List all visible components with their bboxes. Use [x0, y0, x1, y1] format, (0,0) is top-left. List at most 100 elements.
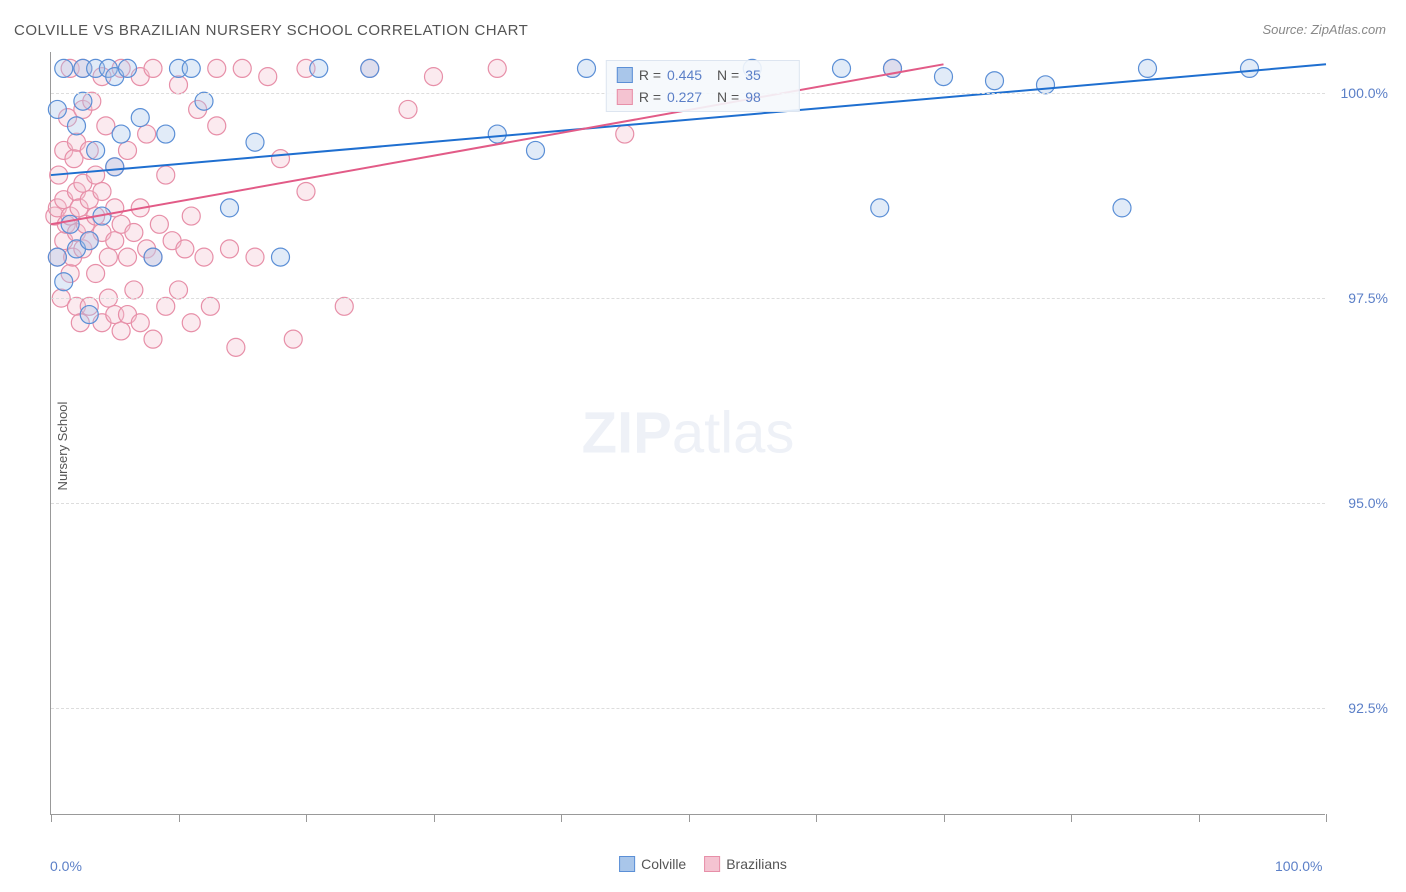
data-point: [871, 199, 889, 217]
x-tick: [1071, 814, 1072, 822]
x-tick: [689, 814, 690, 822]
legend-swatch: [619, 856, 635, 872]
data-point: [48, 248, 66, 266]
chart-source: Source: ZipAtlas.com: [1262, 22, 1386, 37]
data-point: [399, 100, 417, 118]
data-point: [106, 232, 124, 250]
data-point: [488, 125, 506, 143]
data-point: [99, 248, 117, 266]
legend-label: Colville: [641, 856, 686, 872]
data-point: [112, 125, 130, 143]
data-point: [119, 141, 137, 159]
plot-area: ZIPatlas: [50, 52, 1325, 815]
data-point: [1037, 76, 1055, 94]
y-tick-label: 97.5%: [1348, 290, 1388, 306]
x-tick: [179, 814, 180, 822]
data-point: [112, 322, 130, 340]
x-tick-label: 100.0%: [1275, 858, 1322, 874]
data-point: [157, 166, 175, 184]
legend-n-value: 98: [745, 86, 789, 108]
y-tick-label: 100.0%: [1341, 85, 1388, 101]
legend-swatch: [704, 856, 720, 872]
data-point: [221, 240, 239, 258]
chart-container: COLVILLE VS BRAZILIAN NURSERY SCHOOL COR…: [0, 0, 1406, 892]
gridline-h: [51, 708, 1325, 709]
data-point: [119, 59, 137, 77]
data-point: [144, 330, 162, 348]
data-point: [176, 240, 194, 258]
data-point: [616, 125, 634, 143]
data-point: [1241, 59, 1259, 77]
data-point: [125, 281, 143, 299]
data-point: [131, 314, 149, 332]
legend-n-label: N =: [717, 86, 739, 108]
data-point: [488, 59, 506, 77]
data-point: [87, 141, 105, 159]
data-point: [425, 68, 443, 86]
data-point: [221, 199, 239, 217]
legend-series: Colville Brazilians: [619, 856, 787, 872]
data-point: [80, 232, 98, 250]
data-point: [1113, 199, 1131, 217]
data-point: [182, 59, 200, 77]
data-point: [182, 314, 200, 332]
legend-stats-row: R = 0.445 N = 35: [617, 64, 789, 86]
data-point: [233, 59, 251, 77]
legend-stats: R = 0.445 N = 35R = 0.227 N = 98: [606, 60, 800, 112]
x-tick: [1199, 814, 1200, 822]
data-point: [1139, 59, 1157, 77]
data-point: [48, 100, 66, 118]
legend-swatch: [617, 89, 633, 105]
legend-label: Brazilians: [726, 856, 787, 872]
data-point: [227, 338, 245, 356]
data-point: [93, 182, 111, 200]
legend-item: Brazilians: [704, 856, 787, 872]
data-point: [55, 59, 73, 77]
data-point: [144, 59, 162, 77]
data-point: [986, 72, 1004, 90]
data-point: [170, 281, 188, 299]
x-tick-label: 0.0%: [50, 858, 82, 874]
data-point: [61, 215, 79, 233]
data-point: [246, 248, 264, 266]
data-point: [55, 273, 73, 291]
x-tick: [1326, 814, 1327, 822]
legend-stats-row: R =0.227N =98: [617, 86, 789, 108]
data-point: [297, 182, 315, 200]
data-point: [208, 59, 226, 77]
data-point: [157, 297, 175, 315]
data-point: [578, 59, 596, 77]
x-tick: [306, 814, 307, 822]
gridline-h: [51, 298, 1325, 299]
data-point: [150, 215, 168, 233]
data-point: [272, 248, 290, 266]
x-tick: [944, 814, 945, 822]
data-point: [87, 166, 105, 184]
y-tick-label: 95.0%: [1348, 495, 1388, 511]
data-point: [833, 59, 851, 77]
data-point: [125, 223, 143, 241]
legend-n-value: 35: [745, 64, 789, 86]
data-point: [119, 248, 137, 266]
data-point: [195, 92, 213, 110]
legend-item: Colville: [619, 856, 686, 872]
data-point: [144, 248, 162, 266]
data-point: [201, 297, 219, 315]
x-tick: [434, 814, 435, 822]
chart-title: COLVILLE VS BRAZILIAN NURSERY SCHOOL COR…: [14, 22, 528, 39]
legend-r-label: R =: [639, 64, 661, 86]
data-point: [138, 125, 156, 143]
legend-swatch: [617, 67, 633, 83]
legend-r-value: 0.227: [667, 86, 711, 108]
plot-svg: [51, 52, 1325, 814]
data-point: [157, 125, 175, 143]
x-tick: [816, 814, 817, 822]
data-point: [87, 265, 105, 283]
y-tick-label: 92.5%: [1348, 700, 1388, 716]
data-point: [259, 68, 277, 86]
legend-r-value: 0.445: [667, 64, 711, 86]
data-point: [131, 109, 149, 127]
data-point: [361, 59, 379, 77]
data-point: [527, 141, 545, 159]
legend-n-label: N =: [717, 64, 739, 86]
